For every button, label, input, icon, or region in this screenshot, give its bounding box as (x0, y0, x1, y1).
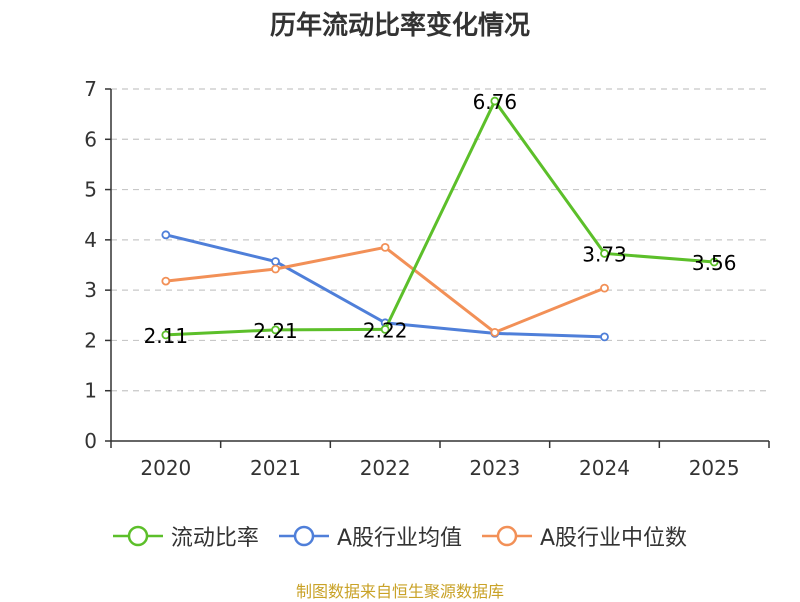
data-label-2021: 2.21 (253, 319, 298, 343)
series-0-point-2025[interactable] (709, 257, 719, 267)
series-0-point-2024[interactable] (600, 249, 609, 258)
data-label-2022: 2.22 (363, 318, 408, 342)
series-0-point-2022[interactable] (380, 324, 390, 334)
series-1-point-2021[interactable] (271, 257, 280, 266)
y-tick-label-6: 6 (84, 127, 97, 151)
y-tick-label-5: 5 (84, 178, 97, 202)
y-tick-label-0: 0 (84, 429, 97, 453)
y-tick-label-2: 2 (84, 328, 97, 352)
y-tick-label-1: 1 (84, 379, 97, 403)
series-0-point-2023[interactable] (490, 96, 500, 106)
series-lines (161, 96, 719, 342)
x-tick-label-2024: 2024 (579, 456, 630, 480)
chart-title: 历年流动比率变化情况 (269, 11, 530, 41)
series-1-point-2020[interactable] (161, 230, 171, 240)
legend-label-industry-median: A股行业中位数 (540, 526, 688, 551)
x-tick-label-2025: 2025 (689, 456, 740, 480)
series-2-point-2020[interactable] (161, 276, 171, 286)
axes: 0 1 2 3 4 5 6 7 2020 2021 2022 2023 2024 2025 (84, 77, 770, 480)
legend-label-industry-mean: A股行业均值 (336, 526, 462, 551)
legend-item-industry-median[interactable]: A股行业中位数 (482, 520, 687, 552)
series-0-point-2021[interactable] (271, 325, 280, 335)
data-label-2020: 2.11 (144, 324, 189, 348)
legend-swatch-industry-median-icon (482, 525, 532, 547)
y-tick-label-3: 3 (84, 278, 97, 302)
legend-label-current-ratio: 流动比率 (170, 526, 259, 551)
data-label-2025: 3.56 (692, 251, 737, 275)
x-tick-label-2021: 2021 (250, 456, 301, 480)
series-2-point-2021[interactable] (271, 264, 280, 274)
series-0-point-2020[interactable] (161, 330, 171, 340)
grid-lines (111, 88, 769, 392)
y-tick-label-7: 7 (84, 77, 97, 101)
x-tick-label-2023: 2023 (469, 456, 520, 480)
x-tick-label-2020: 2020 (140, 456, 191, 480)
legend-swatch-industry-mean-icon (278, 525, 329, 547)
y-tick-label-4: 4 (84, 228, 97, 252)
footer-source: 制图数据来自恒生聚源数据库 (295, 582, 504, 601)
series-2-point-2023[interactable] (490, 327, 500, 337)
legend-swatch-current-ratio-icon (112, 525, 163, 547)
series-1-point-2024[interactable] (600, 332, 609, 342)
legend-item-industry-mean[interactable]: A股行业均值 (278, 520, 462, 552)
series-2-point-2022[interactable] (380, 242, 390, 252)
series-2-point-2024[interactable] (600, 283, 609, 293)
x-tick-label-2022: 2022 (360, 456, 411, 480)
series-line-0 (165, 99, 715, 337)
data-label-2023: 6.76 (473, 90, 518, 114)
data-label-2024: 3.73 (582, 242, 627, 266)
legend: 流动比率 A股行业均值 A股行业中位数 (0, 516, 800, 556)
data-labels: 2.11 2.21 2.22 6.76 3.73 3.56 (144, 90, 737, 348)
legend-item-current-ratio[interactable]: 流动比率 (112, 520, 259, 552)
